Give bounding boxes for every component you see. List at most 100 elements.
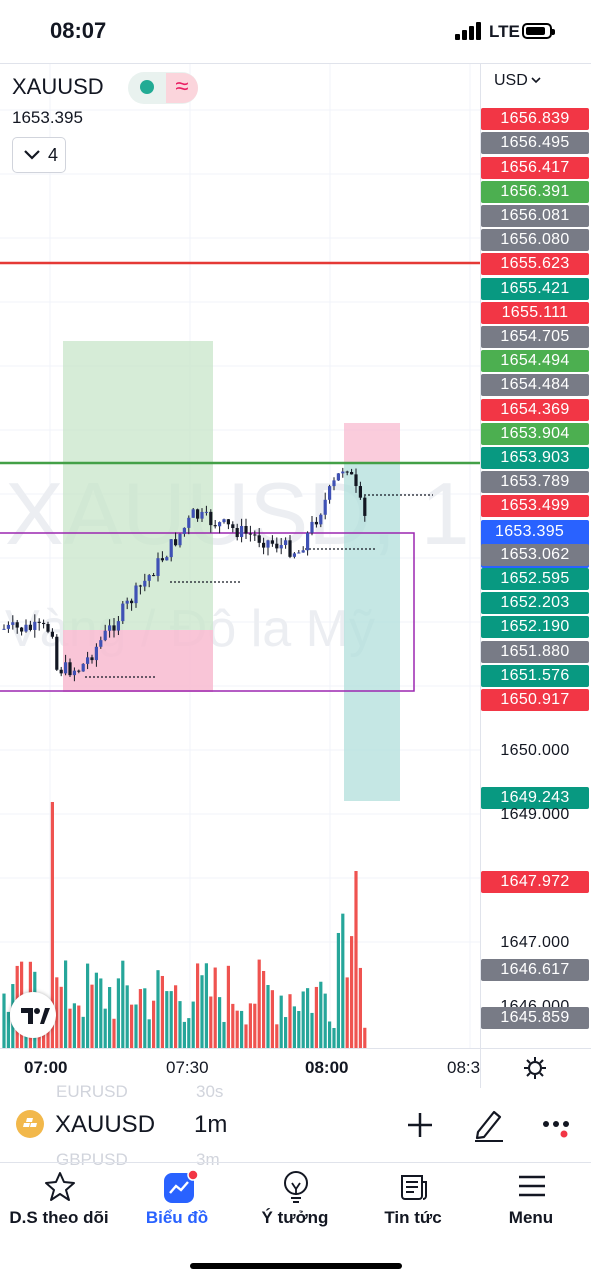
- time-label: 07:00: [24, 1058, 68, 1077]
- short-position-stop-zone: [344, 423, 400, 463]
- candle-body: [50, 631, 54, 637]
- volume-bar: [108, 987, 112, 1048]
- volume-bar: [103, 1008, 107, 1048]
- symbol-search-button[interactable]: XAUUSD: [55, 1111, 156, 1138]
- volume-bar: [182, 1021, 186, 1048]
- volume-bar: [231, 1003, 235, 1048]
- volume-bar: [6, 1011, 10, 1048]
- indicators-toggle-button[interactable]: [12, 137, 66, 173]
- volume-bar: [358, 967, 362, 1048]
- interval-button[interactable]: 1m: [194, 1111, 228, 1138]
- candle-body: [270, 540, 274, 544]
- time-axis[interactable]: [0, 1048, 591, 1088]
- drawing-tool-icon[interactable]: [472, 1106, 506, 1142]
- add-icon[interactable]: [405, 1110, 435, 1140]
- lightbulb-icon: [280, 1170, 312, 1203]
- volume-bar: [50, 802, 54, 1048]
- price-label: 1656.839: [481, 108, 589, 131]
- candle-body: [130, 600, 134, 604]
- price-label: 1654.484: [481, 374, 589, 397]
- gold-icon: [16, 1110, 44, 1138]
- volume-bar: [306, 988, 310, 1048]
- volume-bar: [350, 936, 354, 1048]
- volume-bar: [81, 1016, 85, 1048]
- price-label: 1653.904: [481, 422, 589, 445]
- volume-bar: [187, 1018, 191, 1048]
- gear-icon[interactable]: [522, 1055, 548, 1081]
- volume-bar: [152, 1000, 156, 1048]
- candle-body: [314, 521, 318, 525]
- currency-selector[interactable]: USD: [494, 70, 584, 94]
- candle-body: [169, 539, 173, 558]
- volume-bar: [134, 1004, 138, 1048]
- tab-ideas[interactable]: Ý tưởng: [236, 1164, 354, 1244]
- time-label: 08:3: [447, 1058, 481, 1077]
- candle-body: [24, 624, 28, 632]
- candle-body: [42, 622, 46, 625]
- price-label: 1656.391: [481, 180, 589, 203]
- price-label: 1653.499: [481, 495, 589, 518]
- candle-body: [191, 509, 195, 518]
- volume-bar: [226, 965, 230, 1048]
- candle-body: [90, 657, 94, 661]
- network-label: LTE: [489, 22, 520, 41]
- volume-bar: [336, 932, 340, 1048]
- volume-bar: [222, 1021, 226, 1048]
- volume-bar: [345, 977, 349, 1048]
- volume-bar: [116, 978, 120, 1048]
- tab-news[interactable]: Tin tức: [354, 1164, 472, 1244]
- candle-body: [213, 525, 217, 527]
- long-position-profit-zone: [63, 341, 213, 630]
- price-label: 1656.495: [481, 132, 589, 155]
- candle-body: [125, 600, 129, 604]
- price-label: 1652.595: [481, 568, 589, 590]
- tradingview-logo[interactable]: [10, 992, 56, 1038]
- price-label: 1652.203: [481, 592, 589, 615]
- candle-body: [160, 558, 164, 561]
- delayed-data-icon: ≈: [166, 73, 198, 103]
- candle-body: [354, 474, 358, 487]
- price-label: 1650.000: [500, 742, 570, 759]
- divider: [0, 1162, 591, 1163]
- candle-body: [55, 636, 59, 670]
- tab-label: D.S theo dõi: [9, 1208, 109, 1227]
- more-options-icon[interactable]: [540, 1112, 572, 1142]
- volume-bar: [279, 995, 283, 1048]
- ghost-list-item: GBPUSD: [56, 1150, 128, 1169]
- tab-label: Biểu đồ: [145, 1208, 209, 1227]
- volume-bar: [240, 1010, 244, 1048]
- candle-body: [178, 533, 182, 546]
- candle-body: [28, 624, 32, 630]
- candle-body: [46, 624, 50, 632]
- candle-body: [323, 499, 327, 515]
- price-label: 1656.081: [481, 205, 589, 227]
- tab-watchlist[interactable]: D.S theo dõi: [0, 1164, 118, 1244]
- volume-bar: [218, 997, 222, 1048]
- chart-canvas[interactable]: XAUUSD, 1 Vàng / Đô la Mỹ: [0, 64, 480, 1048]
- long-position-stop-zone: [63, 630, 213, 692]
- volume-bar: [59, 986, 63, 1048]
- chart-icon: [162, 1169, 199, 1203]
- candle-body: [64, 662, 68, 674]
- indicator-count: 4: [48, 145, 59, 165]
- tab-menu[interactable]: Menu: [472, 1164, 590, 1244]
- volume-bar: [284, 1017, 288, 1048]
- chart-symbol[interactable]: XAUUSD: [12, 74, 104, 99]
- candle-body: [116, 621, 120, 631]
- candle-body: [165, 557, 169, 561]
- currency-label: USD: [494, 72, 528, 89]
- candle-body: [86, 657, 90, 664]
- last-price: 1653.395: [12, 108, 83, 127]
- volume-bar: [292, 1006, 296, 1048]
- candle-body: [15, 622, 19, 628]
- volume-bar: [191, 1001, 195, 1048]
- price-label: 1651.576: [481, 664, 589, 687]
- tab-chart[interactable]: Biểu đồ: [118, 1164, 236, 1244]
- price-label: 1653.789: [481, 471, 589, 494]
- candle-body: [257, 535, 261, 543]
- price-label: 1654.369: [481, 398, 589, 421]
- price-label: 1655.111: [481, 301, 589, 324]
- candle-body: [275, 543, 279, 549]
- candle-body: [231, 524, 235, 529]
- price-label: 1654.705: [481, 326, 589, 348]
